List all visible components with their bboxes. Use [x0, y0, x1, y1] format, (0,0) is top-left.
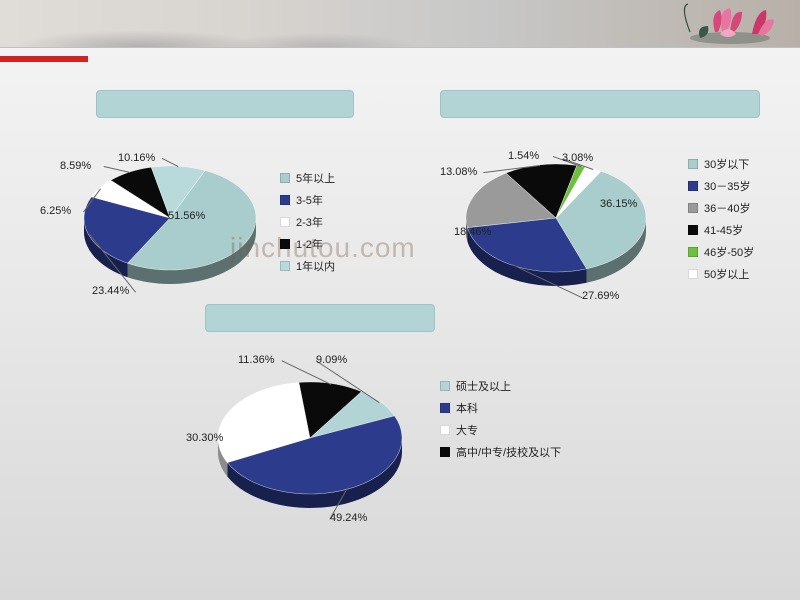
age-pct-label: 1.54% — [508, 150, 539, 162]
legend-label: 本科 — [456, 400, 478, 416]
legend-label: 高中/中专/技校及以下 — [456, 444, 561, 460]
pie-chart-age — [426, 124, 686, 326]
legend-label: 1-2年 — [296, 236, 323, 252]
education-legend-item: 本科 — [440, 400, 561, 416]
legend-label: 36－40岁 — [704, 200, 750, 216]
tenure-legend-item: 1年以内 — [280, 258, 335, 274]
pie-chart-tenure — [44, 126, 296, 324]
age-legend-item: 41-45岁 — [688, 222, 754, 238]
age-pct-label: 27.69% — [582, 290, 619, 302]
legend-label: 30－35岁 — [704, 178, 750, 194]
legend-swatch — [688, 203, 698, 213]
tenure-pct-label: 10.16% — [118, 152, 155, 164]
tenure-legend-item: 1-2年 — [280, 236, 335, 252]
age-legend-item: 50岁以上 — [688, 266, 754, 282]
age-legend-item: 30岁以下 — [688, 156, 754, 172]
legend-swatch — [688, 159, 698, 169]
tenure-pct-label: 6.25% — [40, 205, 71, 217]
legend-swatch — [688, 181, 698, 191]
education-pct-label: 49.24% — [330, 512, 367, 524]
legend-swatch — [440, 447, 450, 457]
education-pct-label: 30.30% — [186, 432, 223, 444]
legend-label: 硕士及以上 — [456, 378, 511, 394]
legend-swatch — [440, 403, 450, 413]
age-pct-label: 36.15% — [600, 198, 637, 210]
legend-swatch — [280, 217, 290, 227]
tenure-legend: 5年以上 3-5年 2-3年 1-2年 1年以内 — [280, 170, 335, 280]
legend-label: 41-45岁 — [704, 222, 743, 238]
legend-label: 2-3年 — [296, 214, 323, 230]
legend-swatch — [440, 425, 450, 435]
age-pct-label: 3.08% — [562, 152, 593, 164]
education-legend-item: 大专 — [440, 422, 561, 438]
age-legend: 30岁以下 30－35岁 36－40岁 41-45岁 46岁-50岁 50岁以上 — [688, 156, 754, 288]
education-pct-label: 9.09% — [316, 354, 347, 366]
title-box-top-left — [96, 90, 354, 118]
age-legend-item: 36－40岁 — [688, 200, 754, 216]
tenure-legend-item: 5年以上 — [280, 170, 335, 186]
legend-label: 大专 — [456, 422, 478, 438]
education-legend: 硕士及以上本科大专高中/中专/技校及以下 — [440, 378, 561, 466]
lotus-art — [660, 2, 780, 46]
legend-swatch — [280, 261, 290, 271]
tenure-pct-label: 51.56% — [168, 210, 205, 222]
legend-label: 46岁-50岁 — [704, 244, 754, 260]
header-banner — [0, 0, 800, 48]
legend-label: 5年以上 — [296, 170, 335, 186]
legend-swatch — [280, 239, 290, 249]
legend-swatch — [688, 225, 698, 235]
age-legend-item: 30－35岁 — [688, 178, 754, 194]
red-accent-bar — [0, 56, 88, 62]
education-legend-item: 硕士及以上 — [440, 378, 561, 394]
legend-label: 30岁以下 — [704, 156, 749, 172]
legend-swatch — [688, 269, 698, 279]
legend-swatch — [280, 195, 290, 205]
tenure-pct-label: 23.44% — [92, 285, 129, 297]
legend-label: 3-5年 — [296, 192, 323, 208]
tenure-legend-item: 2-3年 — [280, 214, 335, 230]
age-legend-item: 46岁-50岁 — [688, 244, 754, 260]
education-pct-label: 11.36% — [238, 354, 275, 366]
legend-swatch — [440, 381, 450, 391]
legend-swatch — [280, 173, 290, 183]
tenure-legend-item: 3-5年 — [280, 192, 335, 208]
title-box-top-right — [440, 90, 760, 118]
tenure-pct-label: 8.59% — [60, 160, 91, 172]
mountain-art — [0, 17, 420, 47]
education-legend-item: 高中/中专/技校及以下 — [440, 444, 561, 460]
legend-label: 50岁以上 — [704, 266, 749, 282]
legend-label: 1年以内 — [296, 258, 335, 274]
legend-swatch — [688, 247, 698, 257]
age-pct-label: 13.08% — [440, 166, 477, 178]
age-pct-label: 18.46% — [454, 226, 491, 238]
